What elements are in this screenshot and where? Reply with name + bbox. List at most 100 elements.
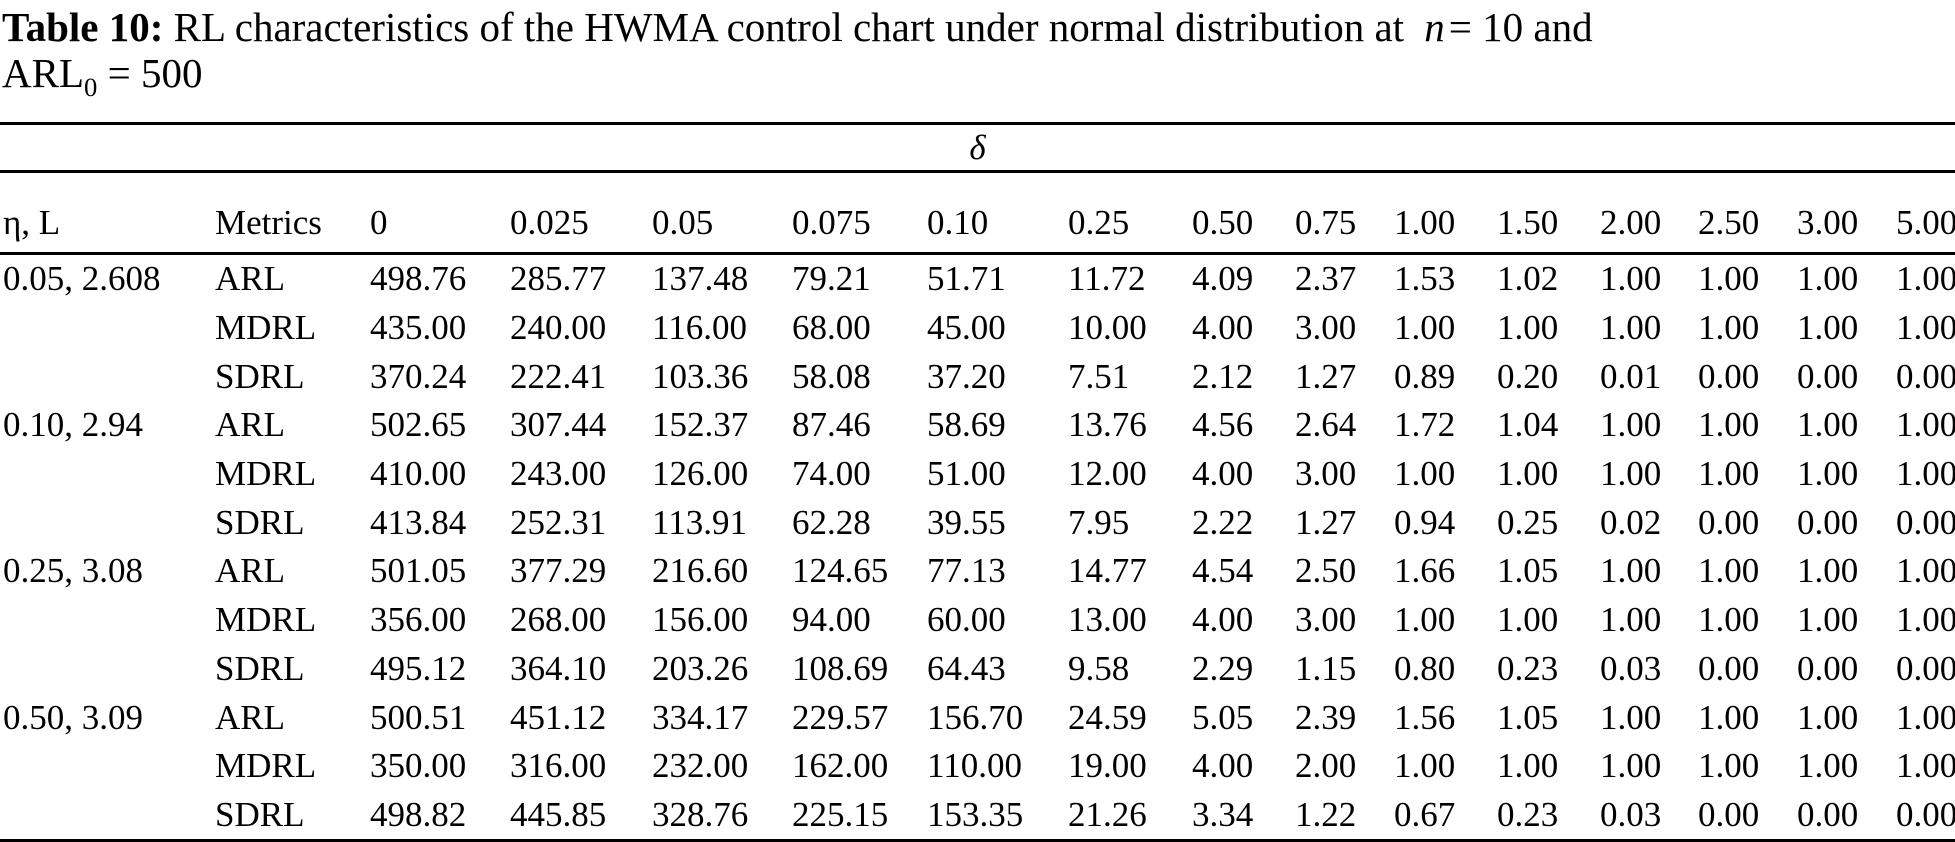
value-cell: 1.00	[1698, 600, 1760, 640]
value-cell: 2.64	[1295, 405, 1357, 445]
value-cell: 1.66	[1394, 551, 1456, 591]
value-cell: 9.58	[1068, 648, 1130, 688]
value-cell: 1.27	[1295, 502, 1357, 542]
value-cell: 1.00	[1600, 259, 1662, 299]
value-cell: 137.48	[652, 259, 749, 299]
table-row: 0.10, 2.94 ARL 502.65 307.44 152.37 87.46 58.6…	[0, 401, 1955, 450]
value-cell: 13.76	[1068, 405, 1147, 445]
header-delta-0.50: 0.50	[1192, 171, 1295, 255]
value-cell: 1.00	[1896, 454, 1955, 494]
eta-L-cell: 0.05, 2.608	[3, 259, 161, 299]
eta-L-cell	[0, 498, 215, 547]
eta-L-cell	[0, 596, 215, 645]
arl-value: = 500	[97, 50, 203, 96]
value-cell: 39.55	[927, 502, 1006, 542]
value-cell: 1.00	[1797, 697, 1859, 737]
value-cell: 1.00	[1394, 308, 1456, 348]
value-cell: 500.51	[370, 697, 467, 737]
value-cell: 0.00	[1797, 502, 1859, 542]
value-cell: 1.00	[1497, 454, 1559, 494]
value-cell: 1.00	[1797, 308, 1859, 348]
value-cell: 1.00	[1394, 454, 1456, 494]
value-cell: 377.29	[510, 551, 607, 591]
delta-span-label: δ	[0, 123, 1955, 173]
metric-label-cell: SDRL	[215, 356, 305, 396]
value-cell: 350.00	[370, 746, 467, 786]
table-row: 0.25, 3.08 ARL 501.05 377.29 216.60 124.65 77.…	[0, 547, 1955, 596]
value-cell: 37.20	[927, 356, 1006, 396]
value-cell: 0.00	[1698, 794, 1760, 834]
value-cell: 51.71	[927, 259, 1006, 299]
value-cell: 3.00	[1295, 600, 1357, 640]
header-delta-0.25: 0.25	[1068, 171, 1192, 255]
table-row: 0.50, 3.09 ARL 500.51 451.12 334.17 229.57 156…	[0, 693, 1955, 742]
metric-label-cell: MDRL	[215, 308, 317, 348]
value-cell: 126.00	[652, 454, 749, 494]
header-delta-1.00: 1.00	[1394, 171, 1497, 255]
value-cell: 1.00	[1896, 405, 1955, 445]
value-cell: 4.00	[1192, 600, 1254, 640]
value-cell: 1.00	[1600, 697, 1662, 737]
header-delta-0.025: 0.025	[510, 171, 652, 255]
value-cell: 162.00	[792, 746, 889, 786]
value-cell: 0.94	[1394, 502, 1456, 542]
value-cell: 0.03	[1600, 794, 1662, 834]
value-cell: 216.60	[652, 551, 749, 591]
column-header-row: η, L Metrics 0 0.025 0.05 0.075 0.10 0.25 0.50 0.…	[0, 171, 1955, 255]
sample-size-variable: n	[1424, 4, 1445, 50]
value-cell: 268.00	[510, 600, 607, 640]
value-cell: 87.46	[792, 405, 871, 445]
value-cell: 156.70	[927, 697, 1024, 737]
value-cell: 74.00	[792, 454, 871, 494]
value-cell: 3.34	[1192, 794, 1254, 834]
header-delta-2.50: 2.50	[1698, 171, 1797, 255]
metric-label-cell: ARL	[215, 405, 285, 445]
value-cell: 64.43	[927, 648, 1006, 688]
header-delta-0.05: 0.05	[652, 171, 792, 255]
eta-L-cell	[0, 645, 215, 694]
metric-label-cell: SDRL	[215, 648, 305, 688]
value-cell: 21.26	[1068, 794, 1147, 834]
value-cell: 1.05	[1497, 551, 1559, 591]
value-cell: 1.00	[1394, 600, 1456, 640]
value-cell: 7.95	[1068, 502, 1130, 542]
value-cell: 334.17	[652, 697, 749, 737]
value-cell: 10.00	[1068, 308, 1147, 348]
value-cell: 2.50	[1295, 551, 1357, 591]
value-cell: 0.67	[1394, 794, 1456, 834]
value-cell: 110.00	[927, 746, 1022, 786]
eta-L-cell: 0.50, 3.09	[3, 697, 143, 737]
arl-label: ARL	[2, 50, 84, 96]
value-cell: 0.00	[1896, 502, 1955, 542]
value-cell: 51.00	[927, 454, 1006, 494]
table-row: 0.05, 2.608 ARL 498.76 285.77 137.48 79.21 51.…	[0, 254, 1955, 304]
value-cell: 156.00	[652, 600, 749, 640]
value-cell: 316.00	[510, 746, 607, 786]
value-cell: 0.01	[1600, 356, 1662, 396]
value-cell: 4.56	[1192, 405, 1254, 445]
delta-spanner-row: δ	[0, 123, 1955, 173]
value-cell: 1.00	[1896, 746, 1955, 786]
value-cell: 1.53	[1394, 259, 1456, 299]
value-cell: 124.65	[792, 551, 889, 591]
value-cell: 1.00	[1698, 308, 1760, 348]
value-cell: 2.39	[1295, 697, 1357, 737]
value-cell: 0.03	[1600, 648, 1662, 688]
value-cell: 2.12	[1192, 356, 1254, 396]
value-cell: 1.00	[1394, 746, 1456, 786]
value-cell: 103.36	[652, 356, 749, 396]
table-row: SDRL 498.82 445.85 328.76 225.15 153.35 21.26 3…	[0, 791, 1955, 841]
value-cell: 1.00	[1497, 308, 1559, 348]
value-cell: 1.00	[1600, 405, 1662, 445]
value-cell: 3.00	[1295, 454, 1357, 494]
value-cell: 413.84	[370, 502, 467, 542]
value-cell: 1.00	[1698, 454, 1760, 494]
value-cell: 445.85	[510, 794, 607, 834]
value-cell: 451.12	[510, 697, 607, 737]
value-cell: 19.00	[1068, 746, 1147, 786]
value-cell: 5.05	[1192, 697, 1254, 737]
value-cell: 1.72	[1394, 405, 1456, 445]
value-cell: 116.00	[652, 308, 747, 348]
value-cell: 502.65	[370, 405, 467, 445]
value-cell: 2.37	[1295, 259, 1357, 299]
